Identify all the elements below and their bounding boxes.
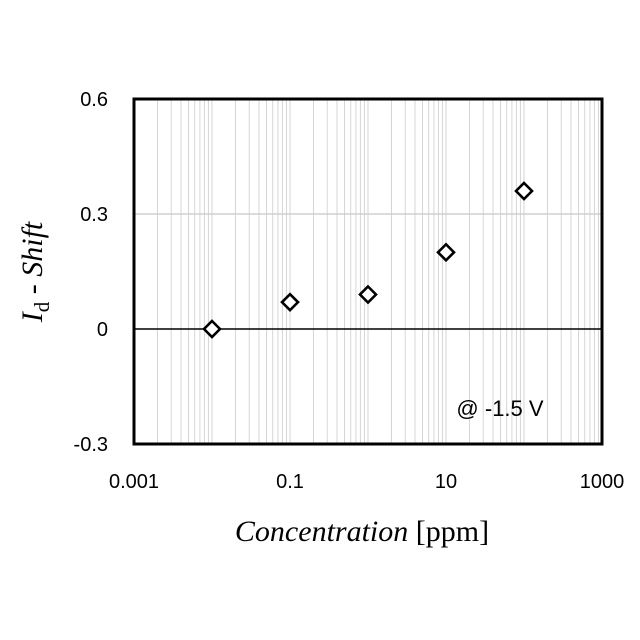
y-axis-tick-labels: -0.3 0 0.3 0.6 — [74, 89, 108, 456]
y-tick-label: 0.3 — [80, 204, 108, 226]
x-tick-label: 0.1 — [276, 471, 304, 493]
x-tick-label: 1000 — [580, 471, 625, 493]
y-axis-title: Id - Shift — [16, 221, 54, 323]
y-axis-title-rest: - Shift — [16, 221, 49, 302]
data-point — [204, 321, 220, 337]
data-point — [282, 294, 298, 310]
y-tick-label: -0.3 — [74, 434, 108, 456]
y-tick-label: 0 — [97, 319, 108, 341]
x-axis-title-italic: Concentration — [235, 515, 408, 548]
x-tick-label: 10 — [435, 471, 457, 493]
x-axis-tick-labels: 0.001 0.1 10 1000 — [109, 471, 624, 493]
data-point — [438, 244, 454, 260]
x-tick-label: 0.001 — [109, 471, 159, 493]
y-axis-title-subscript: d — [30, 301, 54, 312]
voltage-annotation: @ -1.5 V — [456, 396, 543, 421]
y-tick-label: 0.6 — [80, 89, 108, 111]
x-axis-title: Concentration [ppm] — [235, 515, 489, 548]
gridlines — [134, 99, 602, 444]
x-axis-title-space — [408, 515, 416, 548]
x-axis-title-unit: [ppm] — [416, 515, 489, 548]
data-point — [516, 183, 532, 199]
data-point — [360, 287, 376, 303]
